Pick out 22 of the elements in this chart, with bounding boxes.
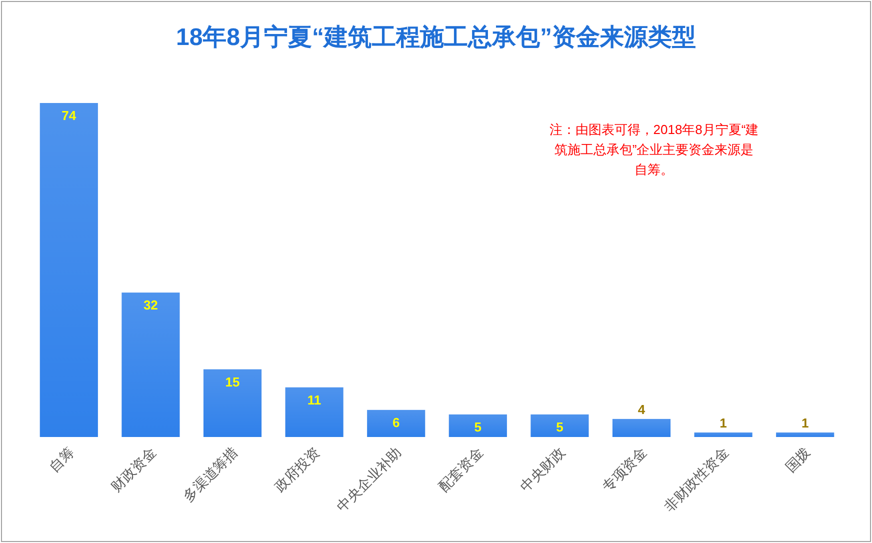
annotation: 注：由图表可得，2018年8月宁夏“建筑施工总承包”企业主要资金来源是自筹。 — [548, 121, 760, 179]
data-label: 11 — [307, 392, 322, 408]
x-tick-label: 国拨 — [782, 444, 814, 475]
data-label: 5 — [474, 419, 482, 434]
data-label: 6 — [392, 414, 400, 430]
title: 18年8月宁夏“建筑工程施工总承包”资金来源类型 — [176, 24, 696, 51]
x-tick-label: 专项资金 — [598, 444, 650, 495]
x-tick-label: 中央企业补助 — [334, 444, 404, 515]
data-label: 5 — [556, 419, 564, 434]
x-tick-label: 配套资金 — [435, 444, 486, 495]
data-label: 1 — [720, 415, 727, 430]
data-label: 4 — [638, 402, 646, 417]
x-tick-label: 中央财政 — [516, 444, 568, 495]
x-tick-label: 非财政性资金 — [660, 444, 732, 515]
x-tick-label: 政府投资 — [272, 444, 322, 495]
data-label: 15 — [225, 374, 240, 390]
x-tick-label: 财政资金 — [108, 444, 159, 495]
data-label: 32 — [143, 298, 158, 313]
x-tick-label: 自筹 — [46, 444, 78, 475]
x-tick-label: 多渠道筹措 — [180, 444, 241, 505]
data-label: 74 — [62, 108, 77, 123]
data-label: 1 — [801, 415, 809, 430]
